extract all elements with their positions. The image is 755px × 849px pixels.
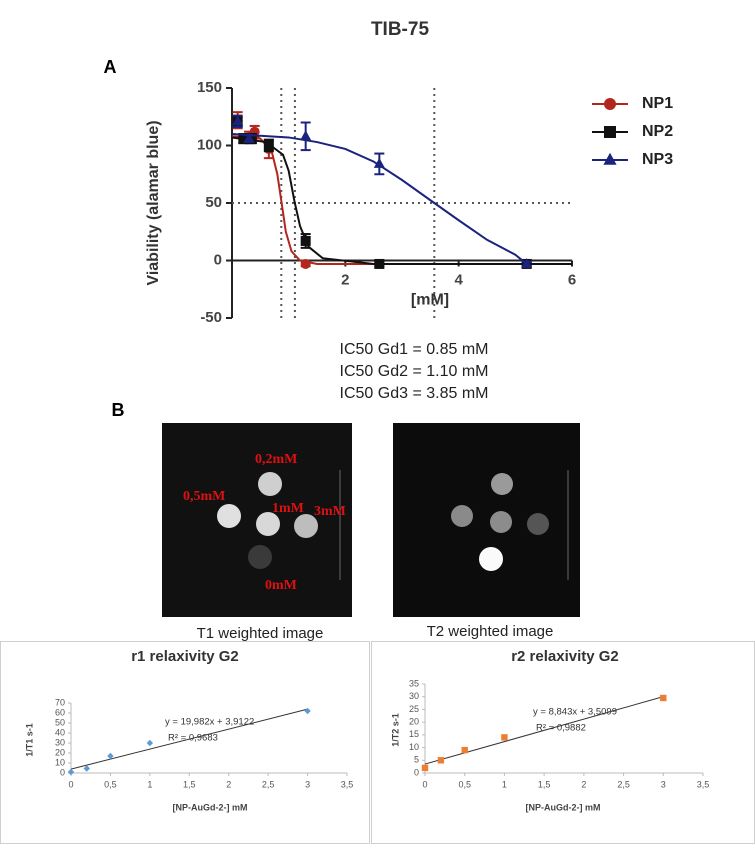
x-tick-label: 2,5 [617, 779, 630, 789]
y-tick-label: 100 [197, 136, 222, 153]
marker [300, 235, 311, 246]
concentration-label: 0,5mM [183, 489, 225, 504]
x-tick-label: 3,5 [697, 779, 710, 789]
mri-image [162, 423, 352, 617]
legend-label: NP2 [642, 123, 673, 140]
marker [304, 707, 311, 715]
y-tick-label: 10 [55, 757, 65, 767]
y-tick-label: 15 [409, 729, 419, 739]
y-tick-label: 25 [409, 704, 419, 714]
y-tick-label: 20 [55, 747, 65, 757]
chart-title: r2 relaxivity G2 [511, 648, 619, 665]
x-tick-label: 2,5 [262, 779, 275, 789]
marker [437, 757, 445, 764]
x-tick-label: 0,5 [104, 779, 117, 789]
x-tick-label: 0 [422, 779, 427, 789]
chart-title: r1 relaxivity G2 [131, 648, 239, 665]
legend-marker [604, 126, 616, 138]
y-tick-label: -50 [200, 309, 222, 326]
y-tick-label: 20 [409, 717, 419, 727]
marker [146, 739, 154, 747]
x-axis-label: [NP-AuGd-2-] mM [173, 802, 248, 812]
y-tick-label: 30 [55, 737, 65, 747]
marker [300, 130, 312, 141]
marker [521, 257, 533, 268]
x-tick-label: 1,5 [183, 779, 196, 789]
y-tick-label: 0 [414, 767, 419, 777]
x-tick-label: 1 [147, 779, 152, 789]
image-caption: T2 weighted image [427, 623, 554, 640]
chart-frame [371, 641, 755, 844]
y-tick-label: 50 [205, 194, 222, 211]
concentration-label: 3mM [314, 504, 346, 519]
marker [83, 765, 90, 772]
legend-marker [604, 98, 616, 110]
concentration-label: 0mM [265, 578, 297, 593]
marker [660, 694, 667, 702]
concentration-label: 1mM [272, 501, 304, 516]
x-axis-label: [NP-AuGd-2-] mM [526, 802, 601, 812]
marker [300, 258, 311, 269]
ic50-text: IC50 Gd2 = 1.10 mM [340, 363, 489, 380]
x-tick-label: 2 [581, 779, 586, 789]
legend-label: NP1 [642, 95, 673, 112]
y-tick-label: 70 [55, 697, 65, 707]
fit-curve [231, 133, 528, 265]
marker [374, 258, 385, 269]
y-axis-label: 1/T1 s-1 [24, 723, 34, 757]
x-tick-label: 2 [341, 271, 349, 288]
concentration-label: 0,2mM [255, 452, 297, 467]
trend-r2: R² = 0,9882 [536, 723, 586, 734]
marker [232, 115, 244, 126]
x-tick-label: 1 [502, 779, 507, 789]
y-axis-label: 1/T2 s-1 [390, 713, 400, 747]
y-tick-label: 150 [197, 79, 222, 96]
trend-equation: y = 19,982x + 3,9122 [165, 717, 254, 728]
y-tick-label: 5 [414, 755, 419, 765]
y-tick-label: 10 [409, 742, 419, 752]
panel-label: A [104, 57, 117, 77]
y-tick-label: 60 [55, 707, 65, 717]
x-tick-label: 3 [661, 779, 666, 789]
x-tick-label: 0 [68, 779, 73, 789]
x-tick-label: 0,5 [458, 779, 471, 789]
marker [107, 752, 114, 760]
mri-image [393, 423, 580, 617]
x-tick-label: 3,5 [341, 779, 354, 789]
x-tick-label: 6 [568, 271, 576, 288]
image-caption: T1 weighted image [197, 625, 324, 642]
y-tick-label: 40 [55, 727, 65, 737]
marker [421, 764, 429, 772]
legend-marker [603, 152, 617, 165]
marker [263, 140, 274, 151]
marker [501, 734, 508, 741]
y-tick-label: 0 [60, 767, 65, 777]
y-tick-label: 30 [409, 691, 419, 701]
figure-title: TIB-75 [371, 19, 430, 40]
y-tick-label: 0 [214, 251, 222, 268]
trend-equation: y = 8,843x + 3,5099 [533, 707, 617, 718]
y-axis-label: Viability (alamar blue) [145, 120, 162, 285]
marker [67, 768, 75, 776]
legend-label: NP3 [642, 151, 673, 168]
x-tick-label: 4 [454, 271, 463, 288]
y-tick-label: 50 [55, 717, 65, 727]
marker [243, 132, 255, 143]
x-tick-label: 1,5 [538, 779, 551, 789]
ic50-text: IC50 Gd1 = 0.85 mM [340, 341, 489, 358]
trend-r2: R² = 0,9683 [168, 733, 218, 744]
ic50-text: IC50 Gd3 = 3.85 mM [340, 385, 489, 402]
x-tick-label: 2 [226, 779, 231, 789]
marker [461, 746, 468, 754]
x-tick-label: 3 [305, 779, 310, 789]
panel-label: B [112, 400, 125, 420]
y-tick-label: 35 [409, 678, 419, 688]
fit-curve [231, 136, 572, 265]
x-axis-label: [mM] [411, 292, 449, 309]
marker [373, 157, 385, 168]
